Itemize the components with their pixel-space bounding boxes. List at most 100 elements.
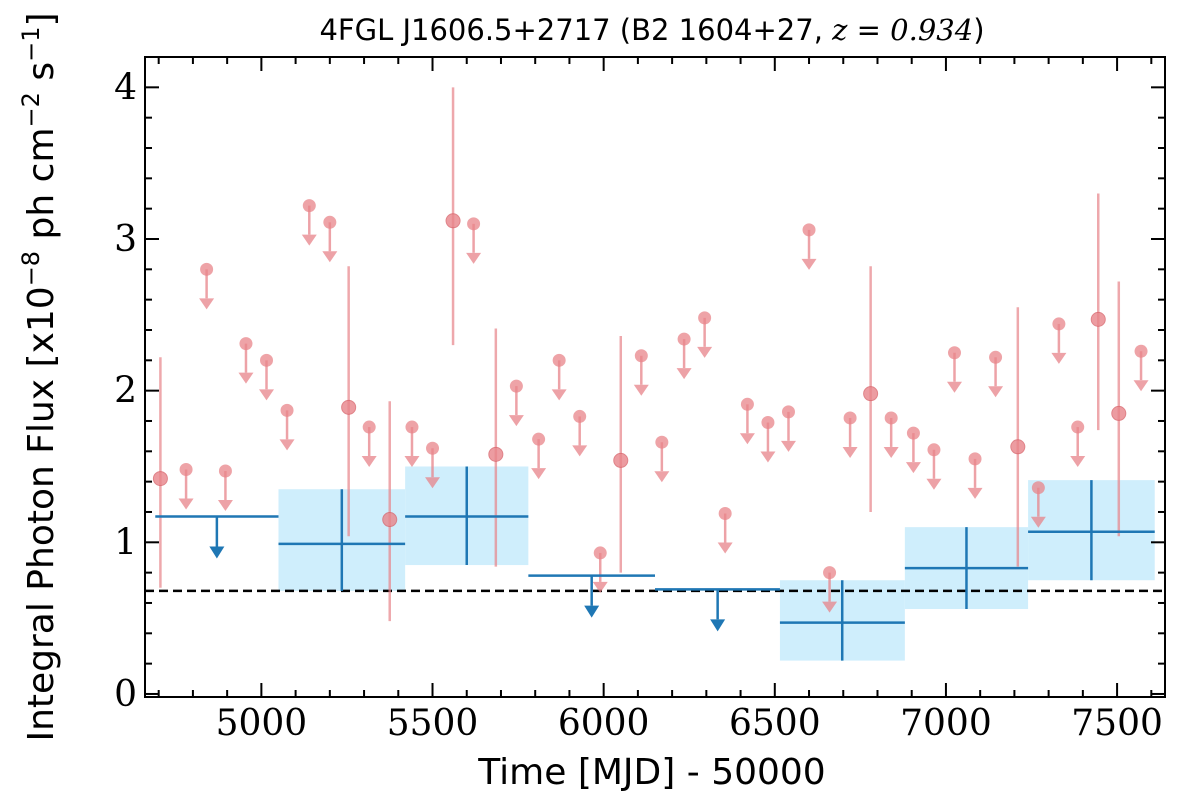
x-tick-label: 5000: [216, 703, 308, 744]
short-bin-marker: [884, 411, 898, 425]
short-bin-marker: [179, 463, 193, 477]
short-bin-marker: [552, 353, 566, 367]
upper-limit-arrowhead: [739, 433, 755, 445]
upper-limit-arrowhead: [905, 462, 921, 474]
upper-limit-arrowhead: [531, 468, 547, 480]
upper-limit-arrowhead: [1030, 516, 1046, 528]
short-bin-marker: [843, 411, 857, 425]
short-bin-marker: [445, 213, 461, 229]
short-bin-marker: [802, 223, 816, 237]
upper-limit-arrowhead: [633, 384, 649, 396]
short-bin-marker: [1052, 317, 1066, 331]
short-bin-marker: [698, 311, 712, 325]
short-bin-marker: [947, 346, 961, 360]
x-tick-label: 5500: [387, 703, 479, 744]
long-bin-upper-limit: [584, 575, 600, 618]
upper-limit-arrowhead: [584, 605, 600, 618]
upper-limit-arrowhead: [361, 456, 377, 468]
short-bin-marker: [426, 441, 440, 455]
short-bin-marker: [593, 546, 607, 560]
upper-limit-arrowhead: [217, 500, 233, 512]
y-tick-label: 3: [114, 219, 137, 260]
upper-limit-arrowhead: [209, 546, 225, 559]
x-tick-label: 6000: [558, 703, 650, 744]
plot-frame: [144, 56, 1166, 698]
x-tick-label: 6500: [729, 703, 821, 744]
long-bin-upper-limit: [710, 589, 726, 632]
short-bin-marker: [341, 399, 357, 415]
y-axis-label: Integral Photon Flux [x10−8 ph cm−2 s−1]: [17, 12, 62, 741]
short-bin-marker: [1031, 481, 1045, 495]
upper-limit-arrowhead: [178, 498, 194, 510]
short-bin-marker: [509, 379, 523, 393]
short-bin-marker: [823, 566, 837, 580]
short-bin-marker: [323, 215, 337, 229]
short-bin-marker: [1071, 420, 1085, 434]
short-bin-marker: [634, 349, 648, 363]
upper-limit-arrowhead: [572, 445, 588, 457]
upper-limit-arrowhead: [967, 487, 983, 499]
short-bin-marker: [362, 420, 376, 434]
y-tick-label: 1: [114, 522, 137, 563]
short-bin-marker: [761, 415, 775, 429]
upper-limit-arrowhead: [988, 386, 1004, 398]
upper-limit-arrowhead: [842, 446, 858, 458]
x-tick-label: 7500: [1071, 703, 1163, 744]
short-bin-marker: [1111, 405, 1127, 421]
short-bin-marker: [532, 432, 546, 446]
long-bin-bands: [278, 466, 1155, 661]
upper-limit-arrowhead: [301, 234, 317, 246]
short-bin-marker: [781, 405, 795, 419]
upper-limit-arrowhead: [801, 258, 817, 270]
upper-limit-arrowhead: [1070, 456, 1086, 468]
upper-limit-arrowhead: [946, 381, 962, 393]
upper-limit-arrowhead: [697, 346, 713, 358]
chart-title: 4FGL J1606.5+2717 (B2 1604+27, z = 0.934…: [319, 13, 984, 47]
upper-limit-arrowhead: [1133, 380, 1149, 392]
short-bin-marker: [302, 199, 316, 213]
short-bin-marker: [218, 464, 232, 478]
upper-limit-arrowhead: [279, 439, 295, 451]
short-bin-marker: [863, 386, 879, 402]
x-tick-labels: 5000 5500 6000 6500 7000 7500: [216, 703, 1163, 744]
y-tick-label: 2: [114, 371, 137, 412]
upper-limit-arrowhead: [259, 389, 275, 401]
short-bin-marker: [613, 452, 629, 468]
short-bin-marker: [260, 353, 274, 367]
short-bin-marker: [573, 409, 587, 423]
axis-ticks: [145, 57, 1165, 697]
upper-limit-arrowhead: [822, 601, 838, 613]
upper-limit-arrowhead: [710, 619, 726, 632]
long-bin-points: [155, 466, 1155, 661]
short-bin-marker: [488, 446, 504, 462]
long-bin-upper-limit: [209, 516, 225, 559]
short-bin-marker: [382, 512, 398, 528]
upper-limit-arrowhead: [926, 478, 942, 490]
upper-limit-arrowhead: [717, 542, 733, 554]
short-bin-marker: [989, 350, 1003, 364]
y-tick-labels: 0 1 2 3 4: [114, 67, 137, 715]
upper-limit-arrowhead: [199, 298, 215, 310]
short-bin-marker: [405, 420, 419, 434]
upper-limit-arrowhead: [425, 477, 441, 489]
short-bin-marker: [1134, 344, 1148, 358]
x-tick-label: 7000: [900, 703, 992, 744]
short-bin-marker: [906, 426, 920, 440]
upper-limit-arrowhead: [238, 372, 254, 384]
short-bin-marker: [1010, 439, 1026, 455]
upper-limit-arrowhead: [322, 251, 338, 263]
short-bin-marker: [280, 403, 294, 417]
short-bin-marker: [927, 443, 941, 457]
upper-limit-arrowhead: [1051, 352, 1067, 364]
upper-limit-arrowhead: [760, 451, 776, 463]
short-bin-marker: [467, 217, 481, 231]
short-bin-points: [152, 87, 1149, 622]
upper-limit-arrowhead: [592, 581, 608, 593]
short-bin-marker: [239, 337, 253, 351]
upper-limit-arrowhead: [404, 456, 420, 468]
x-axis-label: Time [MJD] - 50000: [477, 752, 825, 793]
upper-limit-arrowhead: [551, 389, 567, 401]
upper-limit-arrowhead: [676, 368, 692, 380]
y-tick-label: 4: [114, 67, 137, 108]
y-tick-label: 0: [114, 674, 137, 715]
